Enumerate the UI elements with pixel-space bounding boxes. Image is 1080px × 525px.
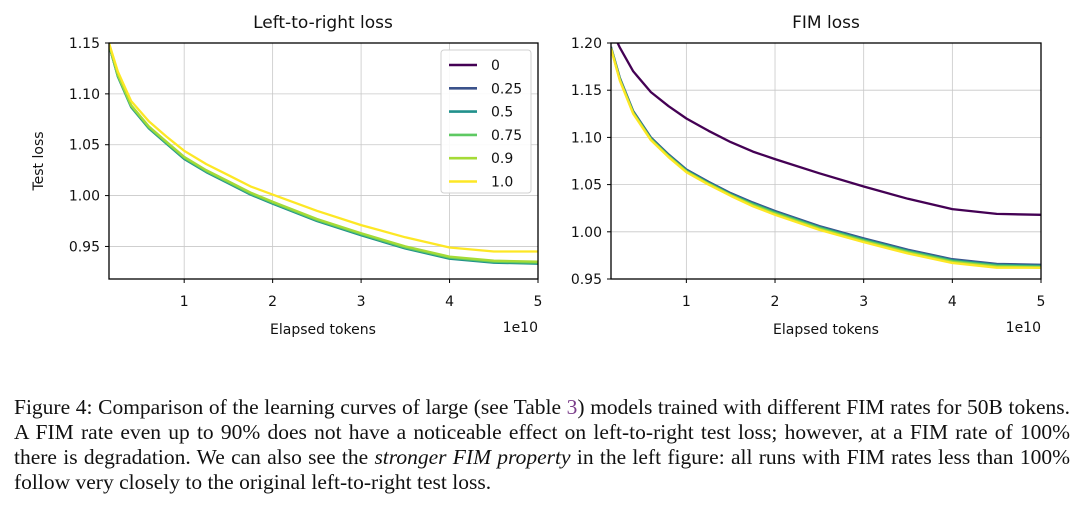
- x-offset-label: 1e10: [503, 320, 538, 336]
- panel-title: FIM loss: [792, 13, 860, 33]
- left-panel: Left-to-right loss 1 2 3 4 50.951.001.051.10…: [31, 13, 542, 338]
- table-reference-link[interactable]: 3: [566, 394, 578, 419]
- y-axis-label: Test loss: [31, 131, 47, 191]
- y-tick-label: 1.05: [69, 138, 100, 154]
- x-tick-label: 4: [948, 294, 957, 310]
- legend-label: 0.9: [491, 151, 513, 167]
- caption-emphasis: stronger FIM property: [374, 444, 571, 469]
- y-tick-label: 0.95: [571, 272, 602, 288]
- legend-label: 1.0: [491, 175, 513, 191]
- legend-label: 0.5: [491, 105, 513, 121]
- y-tick-label: 1.05: [571, 178, 602, 194]
- legend-box: [440, 49, 532, 194]
- right-panel: FIM loss 1 2 3 4 5 0.95 1.00 1.05 1.10 1.15 1.20 E…: [571, 13, 1046, 338]
- series-lines: [109, 43, 538, 265]
- y-tick-label: 1.15: [571, 83, 602, 99]
- caption-text-2: ) models trained with different FIM rate…: [14, 394, 1071, 469]
- ticks: 1 2 3 4 5 0.95 1.00 1.05 1.10 1.15 1.20: [571, 36, 1046, 310]
- caption-figure-label: Figure 4:: [14, 394, 93, 419]
- panel-title: Left-to-right loss: [253, 13, 393, 33]
- y-tick-label: 1.15: [69, 36, 100, 52]
- series-line-0.9: [611, 48, 1041, 269]
- series-line-1.0: [109, 43, 538, 253]
- plot-frame: [610, 42, 1042, 280]
- y-tick-label: 1.00: [571, 225, 602, 241]
- caption-text-1: Comparison of the learning curves of lar…: [98, 394, 562, 419]
- legend-label: 0.25: [491, 81, 522, 97]
- figure-caption: Figure 4: Comparison of the learning cur…: [14, 395, 1070, 495]
- figure: Left-to-right loss 1 2 3 4 50.951.001.051.10…: [31, 13, 1046, 338]
- x-tick-label: 1: [180, 294, 189, 310]
- series-lines: [611, 43, 1041, 269]
- y-tick-label: 1.10: [571, 130, 602, 146]
- caption-text-3: in the left figure: all runs with FIM ra…: [14, 444, 1070, 494]
- x-tick-label: 2: [771, 294, 780, 310]
- legend-items: 0 0.25 0.5 0.75 0.9 1.0: [449, 58, 522, 191]
- series-line-0: [616, 43, 1041, 216]
- x-axis-label: Elapsed tokens: [773, 322, 879, 338]
- x-axis-label: Elapsed tokens: [270, 322, 376, 338]
- x-tick-label: 3: [859, 294, 868, 310]
- x-tick-label: 5: [1037, 294, 1046, 310]
- plot-frame: [108, 42, 539, 280]
- y-tick-label: 1.20: [571, 36, 602, 52]
- x-tick-label: 5: [534, 294, 543, 310]
- series-line-1.0: [611, 48, 1041, 269]
- x-tick-label: 4: [445, 294, 454, 310]
- legend-label: 0.75: [491, 128, 522, 144]
- ticks: 1 2 3 4 50.951.001.051.101.15: [69, 36, 543, 310]
- legend: 0 0.25 0.5 0.75 0.9 1.0: [440, 49, 532, 194]
- y-tick-label: 0.95: [69, 239, 100, 255]
- x-tick-label: 2: [268, 294, 277, 310]
- series-line-0.9: [109, 43, 538, 263]
- series-line-0.5: [611, 47, 1041, 267]
- y-tick-label: 1.10: [69, 87, 100, 103]
- y-tick-label: 1.00: [69, 189, 100, 205]
- x-tick-label: 1: [682, 294, 691, 310]
- series-line-0.75: [611, 47, 1041, 268]
- x-offset-label: 1e10: [1006, 320, 1041, 336]
- x-tick-label: 3: [357, 294, 366, 310]
- legend-label: 0: [491, 58, 500, 74]
